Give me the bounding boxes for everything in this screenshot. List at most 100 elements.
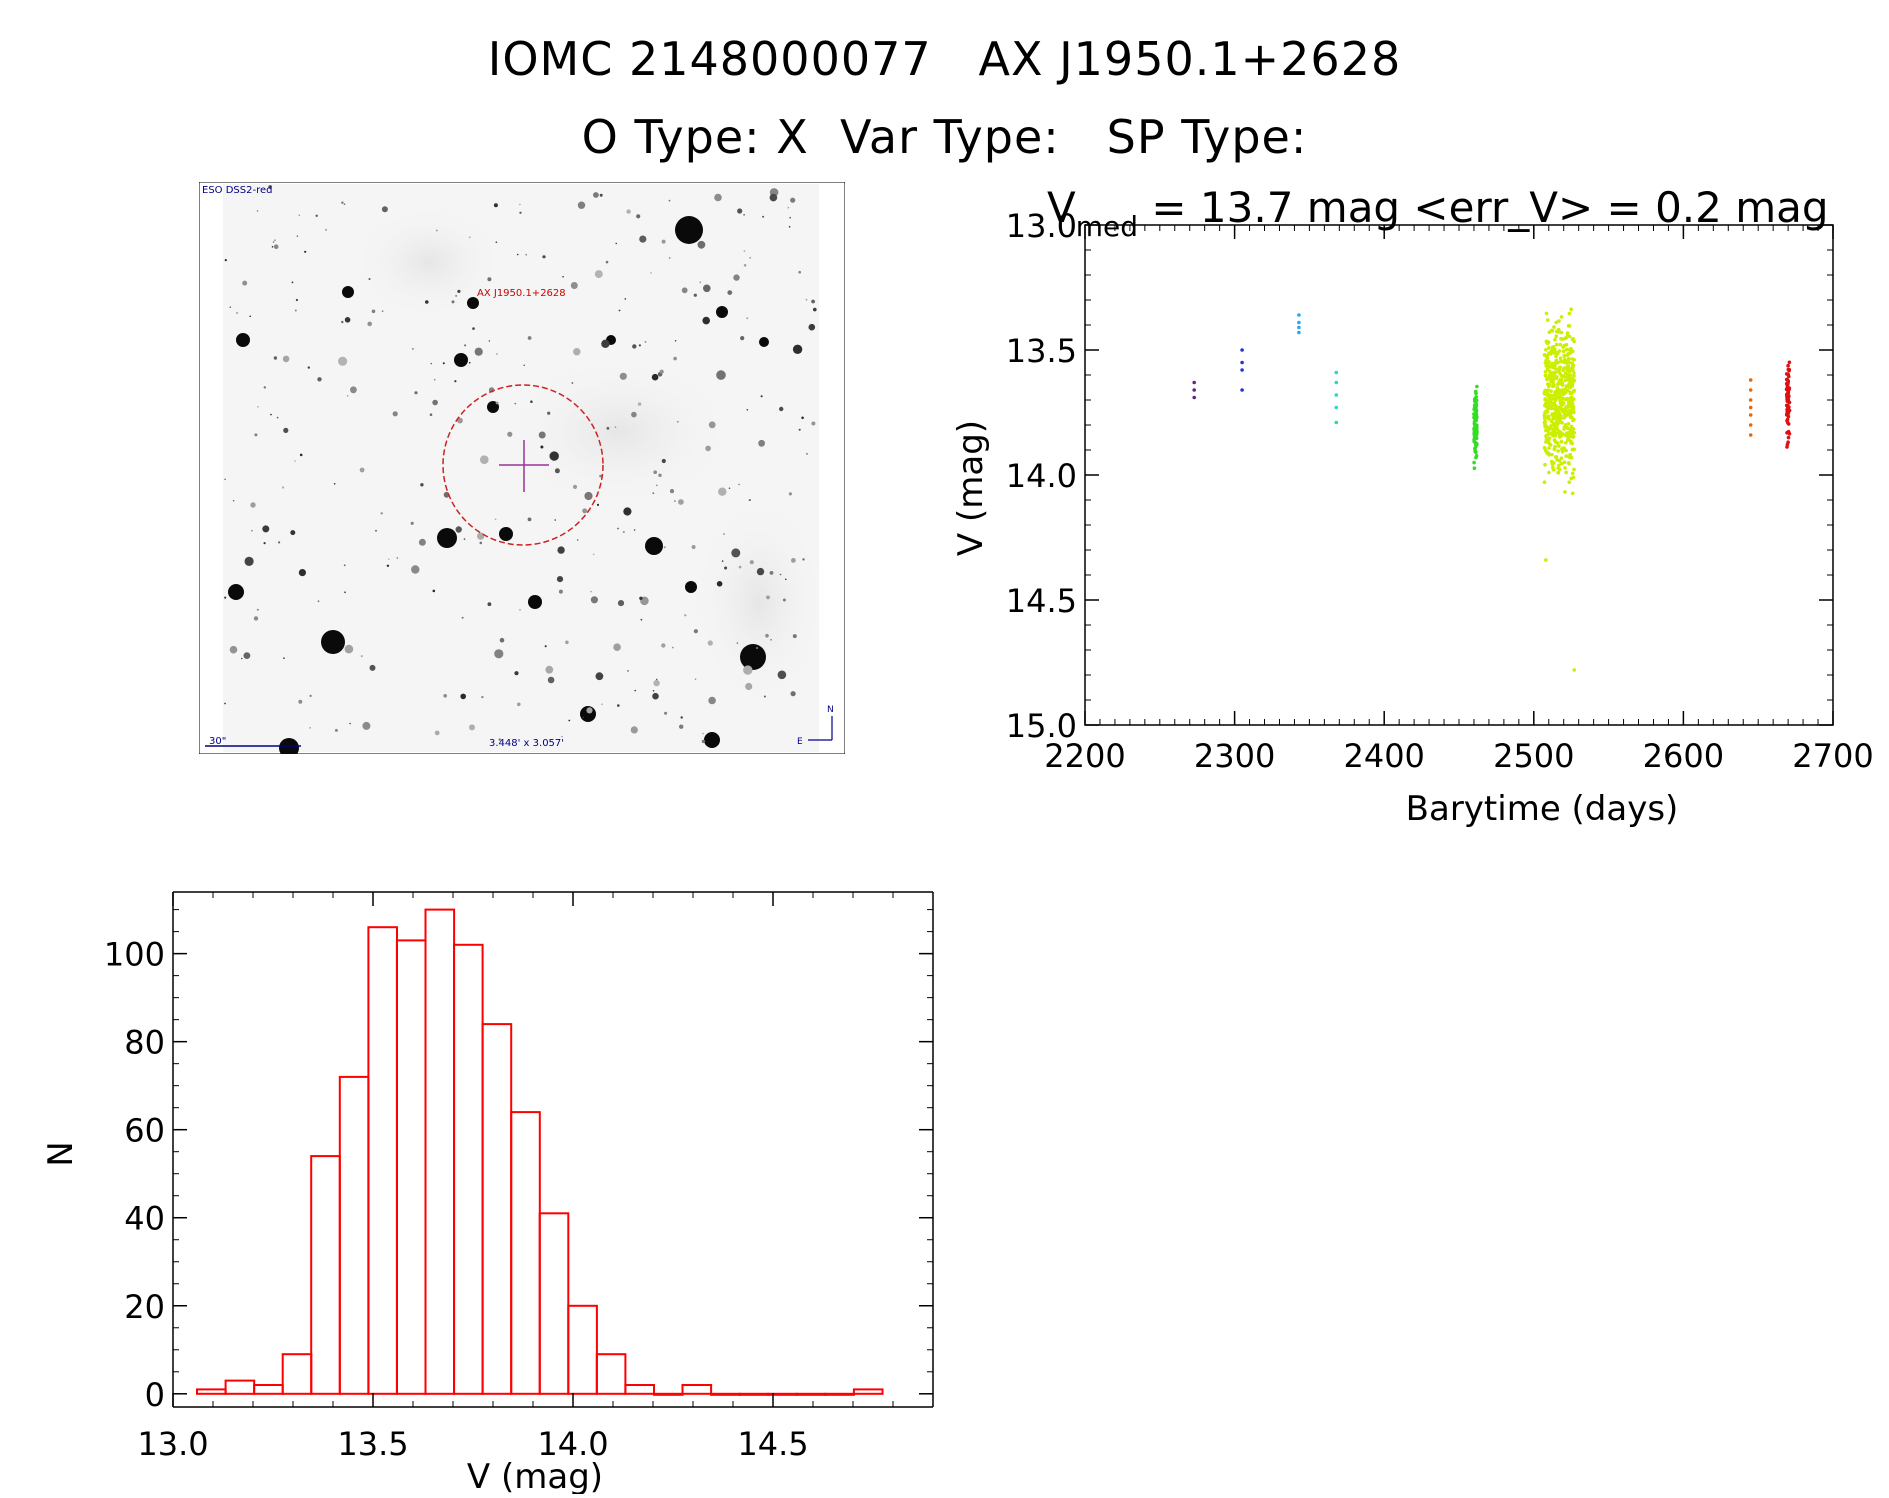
faint-star [770, 639, 772, 641]
faint-star [557, 546, 565, 554]
lc-point-series-7 [1787, 394, 1791, 399]
lc-point-series-5 [1559, 406, 1563, 410]
faint-star [749, 256, 752, 259]
faint-star [368, 278, 371, 280]
lc-point-series-5 [1554, 320, 1558, 325]
faint-star [367, 321, 372, 327]
hist-bar [595, 1353, 627, 1395]
lc-point-series-5 [1544, 311, 1549, 316]
faint-star [256, 210, 259, 212]
lc-point-series-5 [1549, 328, 1554, 333]
star-1 [740, 644, 766, 670]
lc-point-series-5 [1557, 444, 1561, 448]
faint-star [350, 386, 357, 394]
lc-point-series-5 [1560, 420, 1564, 425]
faint-star [307, 366, 310, 369]
faint-star [639, 235, 647, 243]
lc-point-series-5 [1572, 388, 1576, 393]
lc-point-series-5 [1550, 433, 1555, 437]
faint-star [362, 721, 371, 730]
faint-star [661, 643, 666, 648]
lc-title-v: V [1047, 183, 1076, 232]
star-19 [759, 337, 769, 347]
lc-point-series-5 [1557, 463, 1561, 468]
faint-star [463, 538, 466, 540]
faint-star [375, 529, 377, 532]
faint-star [716, 581, 723, 587]
faint-star [664, 711, 668, 715]
lc-point-series-5 [1570, 471, 1575, 476]
faint-star [410, 521, 414, 525]
lc-point-series-5 [1549, 419, 1554, 424]
lc-point-series-5 [1571, 379, 1576, 384]
faint-star [631, 411, 637, 418]
hist-bar [738, 1392, 770, 1396]
lc-point-series-5 [1553, 363, 1557, 368]
faint-star [381, 206, 388, 213]
faint-star [298, 699, 303, 704]
lc-point-series-5 [1560, 396, 1565, 400]
faint-star [678, 499, 684, 505]
faint-star [701, 739, 706, 744]
faint-star [618, 309, 621, 312]
lc-point-series-5 [1564, 347, 1569, 352]
lc-point-series-5 [1555, 382, 1560, 387]
faint-star [556, 576, 564, 583]
faint-star [460, 693, 467, 700]
lc-point-series-5 [1547, 360, 1551, 364]
faint-star [344, 317, 351, 323]
lc-point-series-5 [1563, 336, 1568, 341]
lc-point-series-1 [1240, 348, 1244, 352]
lc-point-series-5 [1553, 444, 1557, 449]
hist-bar [253, 1384, 284, 1395]
faint-star [596, 503, 600, 506]
lc-point-series-5 [1572, 447, 1576, 452]
histogram-chart: 13.0 13.5 14.0 14.5 0 20 40 60 80 100 V (mag) N [40, 870, 960, 1497]
lc-point-series-5 [1549, 389, 1553, 393]
faint-star [514, 402, 517, 405]
faint-star [229, 645, 238, 654]
lc-point-series-5 [1559, 315, 1564, 319]
lc-point-series-5 [1559, 377, 1564, 382]
faint-star [788, 226, 791, 228]
star-0 [675, 216, 703, 244]
lc-point-series-7 [1786, 429, 1791, 434]
lc-point-series-5 [1563, 387, 1568, 391]
lc-point-series-3 [1334, 420, 1339, 425]
faint-star [613, 643, 621, 651]
faint-star [527, 517, 532, 522]
lc-point-series-5 [1564, 409, 1568, 413]
lc-point-series-1 [1240, 388, 1244, 392]
faint-star [749, 560, 754, 565]
faint-star [527, 336, 532, 340]
faint-star [333, 483, 336, 485]
lc-xtick-label: 2200 [1044, 737, 1125, 775]
faint-star [703, 284, 711, 293]
faint-star [651, 373, 659, 381]
faint-star [785, 578, 787, 581]
faint-star [705, 445, 711, 452]
faint-star [592, 553, 595, 556]
faint-star [369, 664, 376, 671]
lc-point-series-5 [1568, 434, 1572, 439]
lc-point-series-5 [1570, 349, 1575, 354]
faint-star [309, 727, 311, 729]
lc-point-series-5 [1542, 480, 1547, 485]
faint-star [304, 250, 307, 253]
faint-star [694, 678, 697, 680]
faint-star [472, 327, 475, 330]
lc-point-series-5 [1556, 390, 1560, 394]
lc-xtick-label: 2700 [1792, 737, 1873, 775]
lc-point-series-6 [1748, 423, 1753, 427]
faint-star [606, 426, 610, 430]
lc-point-series-5 [1543, 412, 1547, 417]
faint-star [544, 645, 547, 648]
faint-star [637, 402, 642, 406]
hist-ytick-label: 20 [124, 1288, 165, 1326]
faint-star [813, 307, 817, 312]
hist-ylabel: N [41, 1141, 81, 1166]
faint-star [243, 652, 251, 659]
lc-point-series-0 [1192, 380, 1196, 385]
compass-icon [808, 716, 833, 741]
lc-point-series-5 [1569, 455, 1574, 460]
